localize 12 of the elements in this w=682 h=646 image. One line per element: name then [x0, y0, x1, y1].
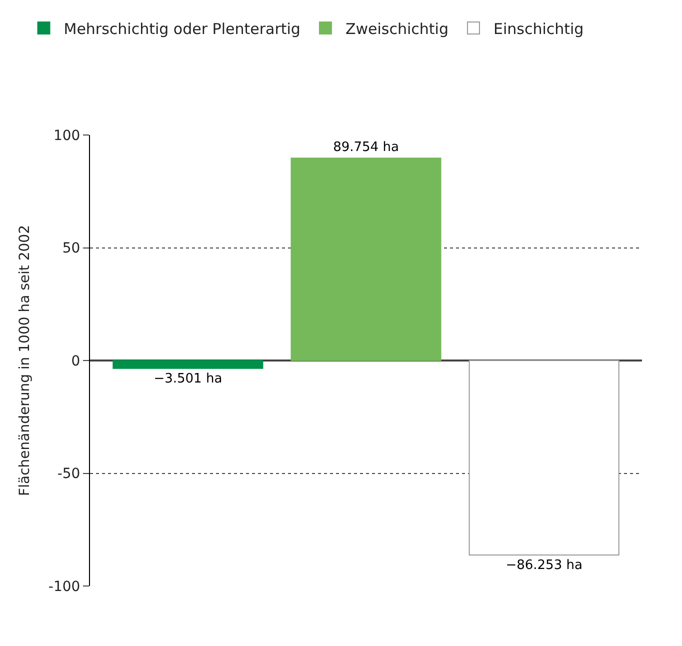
y-tick-label: 100	[53, 128, 80, 144]
y-axis-title: Flächenänderung in 1000 ha seit 2002	[17, 225, 34, 496]
y-tick-label: 0	[71, 353, 80, 370]
legend-label: Zweischichtig	[345, 20, 448, 38]
data-label: −86.253 ha	[506, 558, 582, 573]
legend-label: Einschichtig	[493, 20, 584, 38]
y-tick-label: -100	[48, 578, 80, 595]
data-label: 89.754 ha	[333, 140, 399, 156]
data-label: −3.501 ha	[154, 371, 222, 386]
legend-label: Mehrschichtig oder Plenterartig	[64, 20, 300, 38]
y-tick-label: -50	[57, 466, 80, 482]
y-tick-label: 50	[62, 240, 80, 257]
